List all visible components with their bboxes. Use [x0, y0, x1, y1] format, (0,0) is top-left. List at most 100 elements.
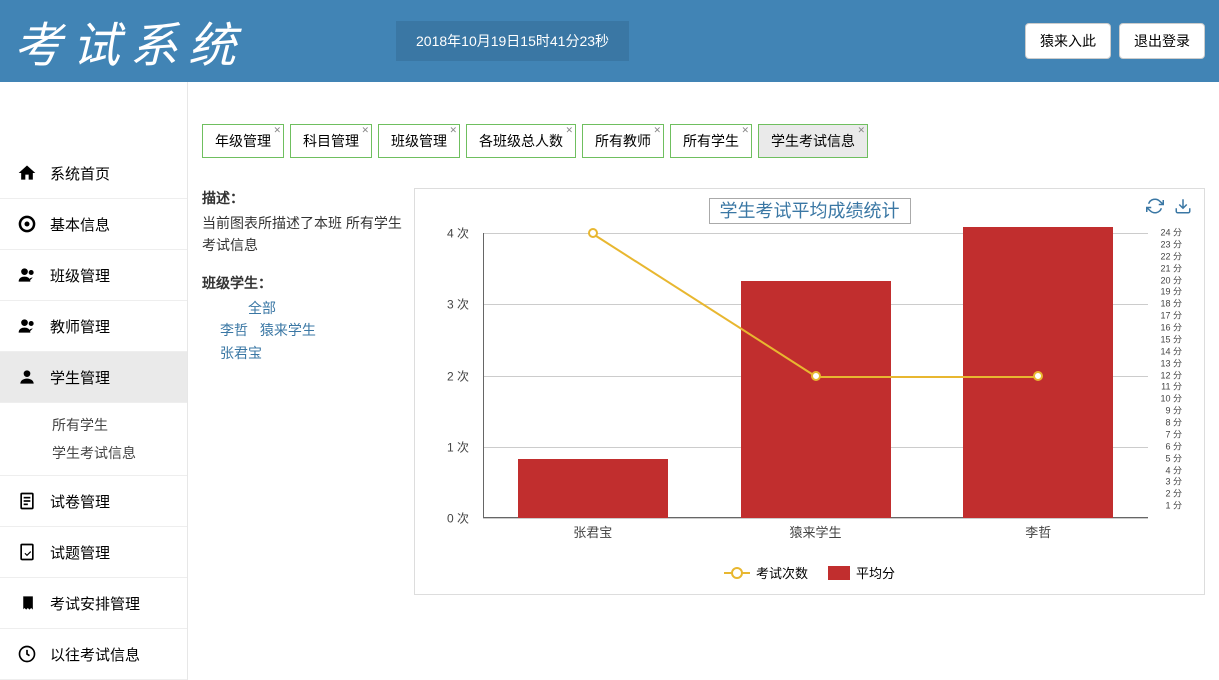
chart-toolbar [1146, 197, 1192, 215]
paper-icon [16, 490, 38, 512]
ytick-left: 0 次 [447, 510, 469, 527]
tab[interactable]: 学生考试信息✕ [758, 124, 868, 158]
tab-label: 各班级总人数 [479, 131, 563, 151]
download-icon[interactable] [1174, 197, 1192, 215]
ytick-right: 12 分 [1160, 371, 1182, 380]
sidebar-item-paper[interactable]: 试卷管理 [0, 476, 187, 527]
sidebar-item-label: 教师管理 [50, 316, 110, 337]
ytick-right: 16 分 [1160, 324, 1182, 333]
tab-label: 年级管理 [215, 131, 271, 151]
container: 系统首页基本信息班级管理教师管理学生管理所有学生学生考试信息试卷管理试题管理考试… [0, 82, 1219, 680]
close-icon[interactable]: ✕ [273, 125, 281, 136]
ytick-right: 13 分 [1160, 359, 1182, 368]
legend: 考试次数 平均分 [427, 563, 1192, 582]
datetime-display: 2018年10月19日15时41分23秒 [396, 21, 629, 61]
legend-bar-label: 平均分 [856, 563, 895, 582]
ytick-right: 8 分 [1165, 419, 1182, 428]
ytick-right: 19 分 [1160, 288, 1182, 297]
students-label: 班级学生： [202, 273, 402, 293]
xlabel: 张君宝 [573, 522, 612, 541]
sidebar-sub-item[interactable]: 学生考试信息 [52, 439, 187, 467]
tab[interactable]: 所有学生✕ [670, 124, 752, 158]
close-icon[interactable]: ✕ [857, 125, 865, 136]
sidebar-item-info[interactable]: 基本信息 [0, 199, 187, 250]
sidebar-item-home[interactable]: 系统首页 [0, 148, 187, 199]
teacher-icon [16, 315, 38, 337]
student-link[interactable]: 张君宝 [220, 342, 262, 364]
ytick-right: 3 分 [1165, 478, 1182, 487]
sidebar-item-question[interactable]: 试题管理 [0, 527, 187, 578]
sidebar-item-label: 以往考试信息 [50, 644, 140, 665]
close-icon[interactable]: ✕ [653, 125, 661, 136]
ytick-right: 15 分 [1160, 335, 1182, 344]
ytick-right: 20 分 [1160, 276, 1182, 285]
ytick-left: 1 次 [447, 438, 469, 455]
student-link[interactable]: 猿来学生 [260, 319, 316, 341]
ytick-left: 2 次 [447, 367, 469, 384]
student-link[interactable]: 李哲 [220, 319, 248, 341]
tab-label: 学生考试信息 [771, 131, 855, 151]
sidebar-item-history[interactable]: 以往考试信息 [0, 629, 187, 680]
sidebar-item-group[interactable]: 班级管理 [0, 250, 187, 301]
legend-line-marker [724, 572, 750, 574]
user-button[interactable]: 猿来入此 [1025, 23, 1111, 59]
sidebar-item-label: 班级管理 [50, 265, 110, 286]
desc-label: 描述： [202, 188, 402, 208]
line-marker[interactable] [588, 228, 598, 238]
xlabel: 李哲 [1025, 522, 1051, 541]
header-buttons: 猿来入此 退出登录 [1025, 23, 1205, 59]
legend-bar-marker [828, 566, 850, 580]
ytick-right: 18 分 [1160, 300, 1182, 309]
sidebar-item-label: 学生管理 [50, 367, 110, 388]
sidebar-sub-item[interactable]: 所有学生 [52, 411, 187, 439]
tab[interactable]: 年级管理✕ [202, 124, 284, 158]
tab[interactable]: 科目管理✕ [290, 124, 372, 158]
description-panel: 描述： 当前图表所描述了本班 所有学生考试信息 班级学生： 全部 李哲 猿来学生… [202, 188, 402, 595]
student-link-all[interactable]: 全部 [242, 297, 282, 319]
close-icon[interactable]: ✕ [361, 125, 369, 136]
legend-bar[interactable]: 平均分 [828, 563, 895, 582]
ytick-right: 14 分 [1160, 347, 1182, 356]
close-icon[interactable]: ✕ [741, 125, 749, 136]
tab-label: 科目管理 [303, 131, 359, 151]
question-icon [16, 541, 38, 563]
line-marker[interactable] [811, 371, 821, 381]
bar[interactable] [518, 459, 668, 518]
content: 描述： 当前图表所描述了本班 所有学生考试信息 班级学生： 全部 李哲 猿来学生… [202, 188, 1205, 595]
close-icon[interactable]: ✕ [449, 125, 457, 136]
ytick-right: 23 分 [1160, 240, 1182, 249]
tab[interactable]: 班级管理✕ [378, 124, 460, 158]
chart-title-wrap: 学生考试平均成绩统计 [427, 197, 1192, 223]
line-marker[interactable] [1033, 371, 1043, 381]
chart-title[interactable]: 学生考试平均成绩统计 [709, 198, 911, 224]
tab[interactable]: 各班级总人数✕ [466, 124, 576, 158]
sidebar-item-label: 考试安排管理 [50, 593, 140, 614]
sidebar-item-label: 系统首页 [50, 163, 110, 184]
tab-label: 班级管理 [391, 131, 447, 151]
ytick-right: 6 分 [1165, 442, 1182, 451]
ytick-right: 22 分 [1160, 252, 1182, 261]
sidebar-item-student[interactable]: 学生管理 [0, 352, 187, 403]
refresh-icon[interactable] [1146, 197, 1164, 215]
ytick-right: 10 分 [1160, 395, 1182, 404]
group-icon [16, 264, 38, 286]
ytick-right: 1 分 [1165, 502, 1182, 511]
bar[interactable] [741, 281, 891, 519]
sidebar-item-label: 试题管理 [50, 542, 110, 563]
home-icon [16, 162, 38, 184]
ytick-right: 4 分 [1165, 466, 1182, 475]
ytick-left: 3 次 [447, 296, 469, 313]
legend-line[interactable]: 考试次数 [724, 563, 808, 582]
sidebar-item-teacher[interactable]: 教师管理 [0, 301, 187, 352]
tab[interactable]: 所有教师✕ [582, 124, 664, 158]
student-icon [16, 366, 38, 388]
tab-label: 所有学生 [683, 131, 739, 151]
sidebar-item-schedule[interactable]: 考试安排管理 [0, 578, 187, 629]
ytick-left: 4 次 [447, 225, 469, 242]
sidebar-item-label: 试卷管理 [50, 491, 110, 512]
logout-button[interactable]: 退出登录 [1119, 23, 1205, 59]
sidebar-submenu: 所有学生学生考试信息 [0, 403, 187, 476]
close-icon[interactable]: ✕ [565, 125, 573, 136]
desc-text: 当前图表所描述了本班 所有学生考试信息 [202, 212, 402, 257]
ytick-right: 7 分 [1165, 430, 1182, 439]
